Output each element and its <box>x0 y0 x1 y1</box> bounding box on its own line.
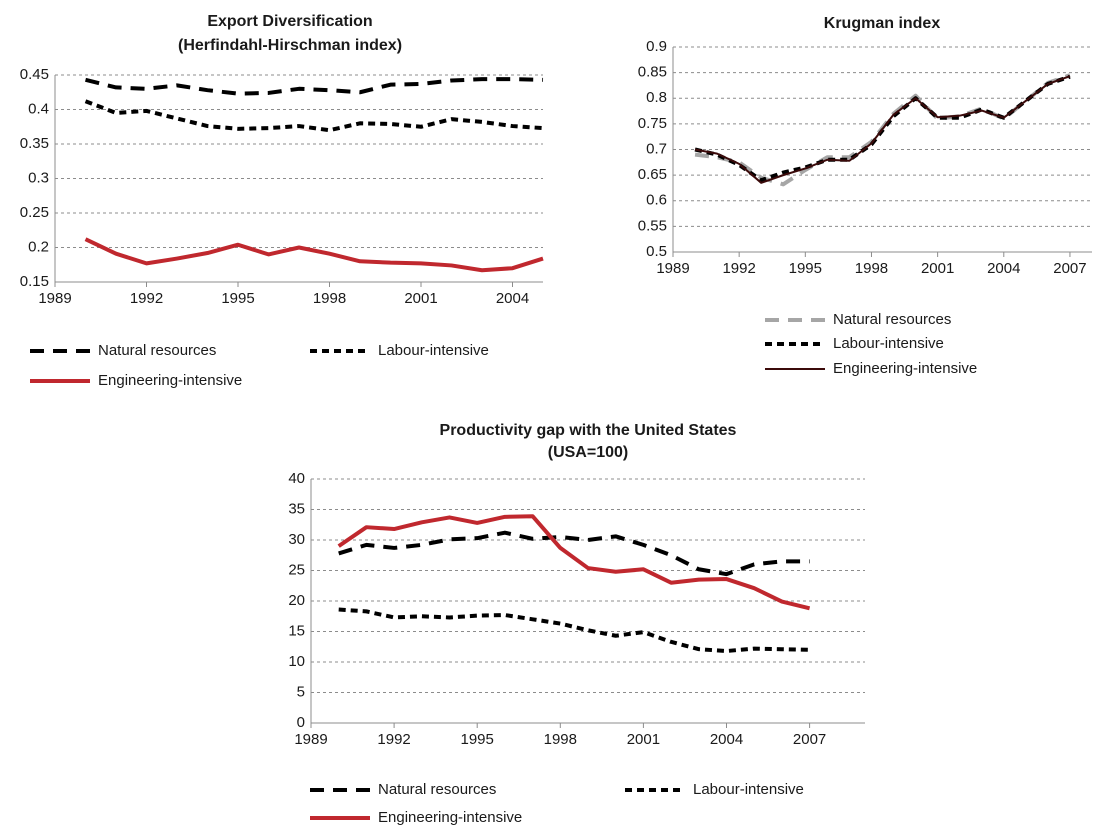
y-tick-label: 0.9 <box>646 38 667 55</box>
series-line <box>338 530 810 577</box>
series-line <box>337 514 811 611</box>
y-tick-label: 0.25 <box>20 204 49 221</box>
y-tick-label: 10 <box>288 653 305 670</box>
y-tick-label: 0.3 <box>28 169 49 186</box>
legend-label: Natural resources <box>378 781 496 798</box>
y-tick-label: 15 <box>288 622 305 639</box>
series-line <box>84 237 544 273</box>
y-tick-label: 0.15 <box>20 273 49 290</box>
x-tick-label: 1995 <box>789 260 822 277</box>
y-tick-label: 0.2 <box>28 238 49 255</box>
y-tick-label: 0.4 <box>28 100 49 117</box>
x-tick-label: 1998 <box>313 290 346 307</box>
y-tick-label: 40 <box>288 470 305 487</box>
x-tick-label: 1992 <box>722 260 755 277</box>
y-tick-label: 25 <box>288 561 305 578</box>
x-tick-label: 2001 <box>627 731 660 748</box>
x-tick-label: 2001 <box>404 290 437 307</box>
legend-label: Engineering-intensive <box>98 372 242 389</box>
chart-subtitle: (Herfindahl-Hirschman index) <box>178 37 402 54</box>
series-line <box>84 99 544 133</box>
y-tick-label: 0.75 <box>638 115 667 132</box>
legend-label: Labour-intensive <box>693 781 804 798</box>
y-tick-label: 0.6 <box>646 192 667 209</box>
y-tick-label: 20 <box>288 592 305 609</box>
legend-label: Engineering-intensive <box>378 809 522 826</box>
legend-label: Engineering-intensive <box>833 360 977 377</box>
series-line <box>694 75 1071 184</box>
chart-title: Productivity gap with the United States <box>440 422 737 439</box>
y-tick-label: 0.7 <box>646 140 667 157</box>
y-tick-label: 0.65 <box>638 166 667 183</box>
x-tick-label: 2004 <box>496 290 529 307</box>
legend-label: Natural resources <box>833 311 951 328</box>
x-tick-label: 1989 <box>656 260 689 277</box>
x-tick-label: 2007 <box>793 731 826 748</box>
x-tick-label: 1998 <box>855 260 888 277</box>
y-tick-label: 35 <box>288 500 305 517</box>
y-tick-label: 5 <box>297 683 305 700</box>
chart-subtitle: (USA=100) <box>548 444 628 461</box>
x-tick-label: 2004 <box>987 260 1020 277</box>
y-tick-label: 0.5 <box>646 243 667 260</box>
x-tick-label: 1998 <box>544 731 577 748</box>
x-tick-label: 1995 <box>221 290 254 307</box>
legend-label: Labour-intensive <box>378 342 489 359</box>
series-line <box>338 607 810 654</box>
x-tick-label: 1989 <box>38 290 71 307</box>
x-tick-label: 2004 <box>710 731 743 748</box>
legend-label: Natural resources <box>98 342 216 359</box>
x-tick-label: 1989 <box>294 731 327 748</box>
x-tick-label: 1995 <box>461 731 494 748</box>
x-tick-label: 2007 <box>1053 260 1086 277</box>
y-tick-label: 30 <box>288 531 305 548</box>
y-tick-label: 0.8 <box>646 89 667 106</box>
chart-title: Krugman index <box>824 15 941 32</box>
y-tick-label: 0.45 <box>20 66 49 83</box>
y-tick-label: 0.55 <box>638 217 667 234</box>
y-tick-label: 0.35 <box>20 135 49 152</box>
x-tick-label: 2001 <box>921 260 954 277</box>
chart-title: Export Diversification <box>207 13 372 30</box>
y-tick-label: 0.85 <box>638 64 667 81</box>
y-tick-label: 0 <box>297 714 305 731</box>
legend-label: Labour-intensive <box>833 335 944 352</box>
x-tick-label: 1992 <box>130 290 163 307</box>
x-tick-label: 1992 <box>377 731 410 748</box>
series-line <box>85 77 544 96</box>
